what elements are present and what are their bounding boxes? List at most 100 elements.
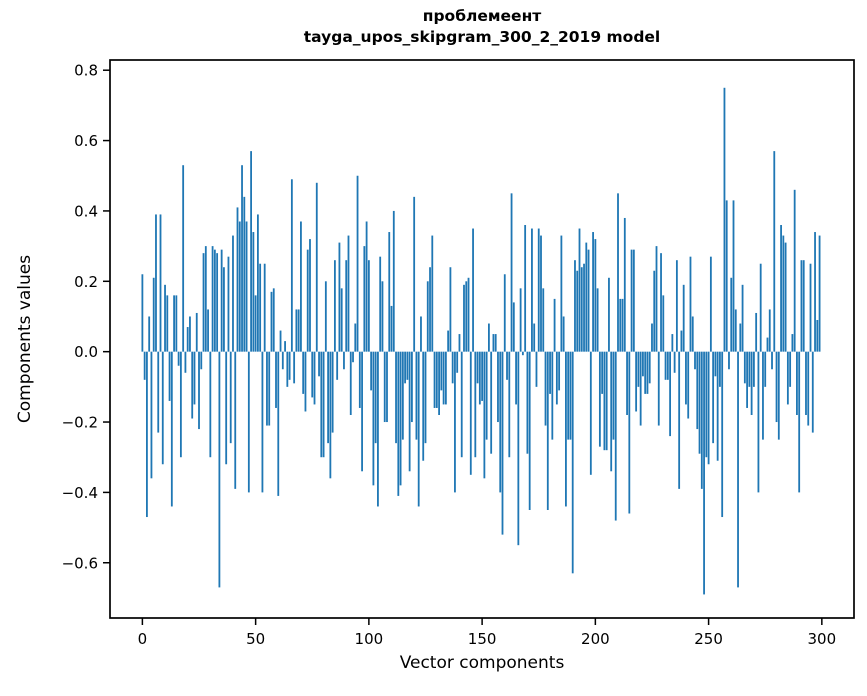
bar	[560, 235, 563, 352]
bar	[805, 351, 807, 415]
x-tick-label: 300	[808, 630, 837, 648]
bar	[730, 277, 733, 352]
y-tick-label: −0.6	[62, 554, 98, 572]
bar	[748, 351, 751, 387]
bar	[768, 309, 771, 352]
bar	[275, 351, 277, 408]
bar	[807, 351, 810, 426]
bar	[476, 351, 479, 384]
bar	[465, 281, 468, 352]
bar	[159, 214, 162, 352]
bar	[546, 351, 549, 510]
bar	[506, 351, 508, 380]
bar	[392, 210, 395, 352]
bar	[207, 309, 209, 352]
bar	[449, 267, 452, 352]
bar	[605, 351, 608, 451]
bar	[218, 351, 221, 588]
bar	[481, 351, 484, 401]
bar	[782, 235, 785, 352]
bar	[490, 351, 493, 454]
bar	[746, 351, 748, 408]
bar	[204, 246, 207, 352]
bar	[370, 351, 373, 391]
bar	[544, 351, 547, 426]
bar	[286, 351, 289, 387]
bar	[621, 298, 624, 352]
bar	[594, 239, 597, 352]
bar	[356, 175, 359, 352]
bar	[327, 351, 330, 444]
bar	[703, 351, 705, 595]
bar	[306, 249, 309, 352]
bar	[304, 351, 307, 412]
bar	[202, 253, 205, 352]
bar	[709, 256, 712, 352]
bar	[320, 351, 323, 458]
bar	[263, 263, 266, 352]
bar	[528, 351, 531, 510]
bar	[755, 312, 758, 352]
bar	[705, 351, 708, 458]
bar	[408, 351, 411, 472]
x-axis-label: Vector components	[399, 653, 565, 673]
bar	[189, 316, 191, 352]
bar	[759, 263, 762, 352]
bar	[146, 351, 148, 518]
bar	[340, 288, 343, 352]
bar	[551, 351, 554, 440]
bar	[587, 249, 590, 352]
bar	[250, 151, 252, 352]
bar	[675, 260, 678, 352]
bar	[732, 200, 735, 352]
bar	[598, 351, 601, 447]
bar	[422, 351, 425, 461]
bar	[603, 351, 606, 451]
bar	[662, 295, 665, 352]
bar	[161, 351, 164, 465]
bar	[485, 351, 488, 440]
bar	[512, 302, 515, 352]
bar	[517, 351, 520, 546]
bar	[254, 295, 257, 352]
y-tick-label: 0.0	[74, 343, 98, 361]
bar	[671, 334, 674, 352]
bar	[295, 309, 298, 352]
bar	[447, 330, 450, 352]
bar	[236, 207, 239, 352]
bar	[270, 291, 273, 352]
bar	[653, 270, 656, 352]
bar	[488, 323, 490, 352]
bar	[444, 351, 447, 405]
bar	[585, 242, 588, 352]
bar	[193, 351, 196, 405]
bar	[374, 351, 377, 444]
bar	[540, 235, 542, 352]
bar	[646, 351, 649, 394]
bar	[259, 263, 262, 352]
bar	[524, 225, 527, 352]
bar	[494, 334, 497, 352]
bar	[216, 253, 219, 352]
y-tick-label: −0.2	[62, 414, 98, 432]
bar	[669, 351, 671, 437]
bar	[315, 182, 318, 352]
bar	[401, 351, 404, 440]
bar	[313, 351, 316, 405]
bar	[571, 351, 574, 574]
bar	[336, 351, 339, 380]
bar	[811, 351, 814, 433]
bar	[256, 214, 259, 352]
bar	[238, 221, 241, 352]
bar	[689, 256, 692, 352]
bar	[211, 246, 214, 352]
bar	[623, 217, 626, 352]
bar	[666, 351, 669, 380]
bar	[614, 351, 617, 521]
bar	[628, 351, 631, 514]
bar	[472, 228, 474, 352]
bar	[463, 284, 465, 352]
bar	[411, 351, 413, 423]
bar	[680, 330, 683, 352]
bar	[515, 351, 517, 405]
